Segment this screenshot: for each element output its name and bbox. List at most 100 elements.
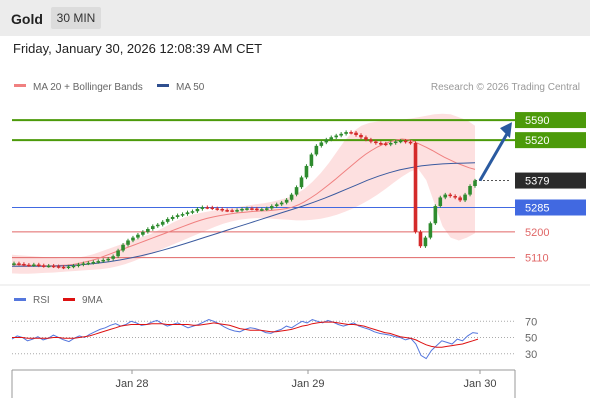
candle-body [195, 208, 200, 212]
candle-body [319, 142, 324, 146]
candle-body [175, 215, 180, 217]
candle-body [453, 196, 457, 198]
candle-body [185, 212, 190, 215]
candle-body [106, 258, 110, 261]
candle-body [146, 229, 150, 232]
candle-body [111, 256, 115, 259]
candle-body [468, 186, 472, 195]
candle-body [91, 261, 96, 264]
candle-body [17, 263, 21, 265]
candle-body [349, 132, 353, 134]
candle-body [71, 265, 76, 268]
candle-body [155, 224, 160, 227]
candle-body [160, 221, 165, 225]
candle-body [364, 137, 368, 140]
rsi-ma-line [12, 321, 479, 348]
candle-body [240, 208, 244, 211]
candle-body [448, 194, 453, 197]
candle-body [101, 259, 106, 262]
candle-body [438, 197, 443, 207]
candle-body [116, 250, 120, 257]
rsi-level-label-30: 30 [525, 349, 537, 361]
candle-body [428, 223, 433, 238]
candle-body [141, 231, 145, 235]
candle-body [304, 165, 309, 178]
candle-body [324, 139, 329, 143]
candle-body [86, 262, 91, 265]
candle-body [180, 214, 185, 216]
candle-body [418, 231, 423, 247]
asset-title: Gold [11, 11, 43, 27]
candle-body [81, 263, 86, 265]
x-tick-label: Jan 30 [463, 378, 496, 390]
candle-body [190, 211, 195, 213]
level-label-5520: 5520 [525, 135, 549, 147]
level-label-bg-5520 [515, 132, 586, 149]
candle-body [205, 207, 210, 209]
candle-body [339, 133, 343, 136]
candle-body [260, 209, 264, 211]
candle-body [403, 140, 408, 143]
candle-body [463, 194, 467, 201]
candle-body [76, 264, 81, 267]
candle-body [354, 132, 358, 135]
candle-body [383, 143, 388, 146]
candle-body [150, 226, 155, 229]
candle-body [433, 206, 438, 224]
legend-rsi-ma-label: 9MA [82, 295, 103, 306]
legend-ma50-swatch [157, 84, 169, 87]
candle-body [56, 266, 61, 268]
candle-body [379, 143, 383, 145]
candle-body [22, 263, 26, 266]
level-label-5590: 5590 [525, 115, 549, 127]
candle-body [210, 207, 215, 209]
candle-body [344, 132, 348, 134]
candle-body [165, 218, 170, 222]
candle-body [334, 135, 339, 138]
candle-body [27, 264, 31, 267]
candle-body [388, 143, 393, 145]
candle-body [269, 206, 274, 209]
candle-body [255, 208, 259, 211]
candle-body [215, 208, 220, 210]
candle-body [423, 237, 428, 247]
candle-body [96, 261, 101, 263]
legend-rsi-label: RSI [33, 295, 50, 306]
candle-body [398, 140, 403, 143]
last-price-label: 5379 [525, 176, 549, 188]
level-label-5200: 5200 [525, 227, 549, 239]
candle-body [458, 197, 462, 201]
candle-body [284, 199, 289, 203]
candle-body [443, 194, 448, 198]
level-label-bg-5590 [515, 112, 586, 129]
last-price-label-bg [515, 172, 586, 189]
candle-body [299, 177, 304, 188]
candle-body [235, 210, 239, 212]
candle-body [41, 265, 46, 267]
x-tick-label: Jan 29 [291, 378, 324, 390]
forecast-arrow-head [500, 122, 512, 139]
candle-body [374, 141, 378, 144]
candle-body [294, 187, 299, 195]
candle-body [413, 143, 418, 232]
rsi-level-label-70: 70 [525, 316, 537, 328]
candle-body [32, 264, 36, 267]
candle-body [51, 265, 56, 268]
candle-body [289, 194, 294, 200]
level-label-5110: 5110 [525, 253, 549, 265]
candle-body [279, 202, 284, 205]
candle-body [131, 237, 135, 241]
candle-body [274, 204, 279, 207]
level-label-5285: 5285 [525, 203, 549, 215]
copyright-text: Research © 2026 Trading Central [431, 82, 580, 93]
timeframe-button[interactable]: 30 MIN [51, 7, 101, 29]
legend-ma20-swatch [14, 84, 26, 87]
rsi-line [11, 319, 479, 360]
candle-body [230, 210, 234, 212]
candle-body [170, 216, 175, 219]
bollinger-band-area [12, 113, 475, 274]
candle-body [12, 263, 16, 265]
x-tick-label: Jan 28 [115, 378, 148, 390]
candle-body [46, 265, 51, 268]
